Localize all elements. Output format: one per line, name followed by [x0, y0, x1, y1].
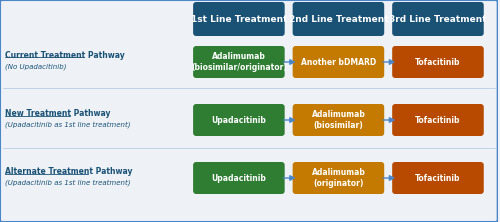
FancyBboxPatch shape — [193, 46, 284, 78]
Text: 2nd Line Treatment: 2nd Line Treatment — [288, 14, 388, 24]
Text: Adalimumab
(biosimilar/originator): Adalimumab (biosimilar/originator) — [191, 52, 287, 72]
Text: 1st Line Treatment: 1st Line Treatment — [190, 14, 287, 24]
Text: Tofacitinib: Tofacitinib — [415, 115, 461, 125]
FancyBboxPatch shape — [292, 162, 384, 194]
FancyBboxPatch shape — [392, 104, 484, 136]
FancyBboxPatch shape — [392, 46, 484, 78]
FancyBboxPatch shape — [193, 2, 284, 36]
Text: Alternate Treatment Pathway: Alternate Treatment Pathway — [5, 166, 132, 176]
Text: 3rd Line Treatment: 3rd Line Treatment — [389, 14, 487, 24]
Text: (Upadacitinib as 1st line treatment): (Upadacitinib as 1st line treatment) — [5, 122, 130, 128]
FancyBboxPatch shape — [392, 2, 484, 36]
Text: Upadacitinib: Upadacitinib — [212, 174, 266, 182]
Text: Adalimumab
(originator): Adalimumab (originator) — [312, 168, 366, 188]
FancyBboxPatch shape — [292, 104, 384, 136]
FancyBboxPatch shape — [392, 162, 484, 194]
Text: Tofacitinib: Tofacitinib — [415, 57, 461, 67]
FancyBboxPatch shape — [292, 2, 384, 36]
Text: (No Upadacitinib): (No Upadacitinib) — [5, 64, 66, 70]
FancyBboxPatch shape — [193, 162, 284, 194]
Text: Tofacitinib: Tofacitinib — [415, 174, 461, 182]
Text: Current Treatment Pathway: Current Treatment Pathway — [5, 50, 124, 59]
FancyBboxPatch shape — [292, 46, 384, 78]
Text: Upadacitinib: Upadacitinib — [212, 115, 266, 125]
Text: Adalimumab
(biosimilar): Adalimumab (biosimilar) — [312, 110, 366, 130]
Text: (Upadacitinib as 1st line treatment): (Upadacitinib as 1st line treatment) — [5, 180, 130, 186]
FancyBboxPatch shape — [193, 104, 284, 136]
Text: Another bDMARD: Another bDMARD — [301, 57, 376, 67]
Text: New Treatment Pathway: New Treatment Pathway — [5, 109, 110, 117]
